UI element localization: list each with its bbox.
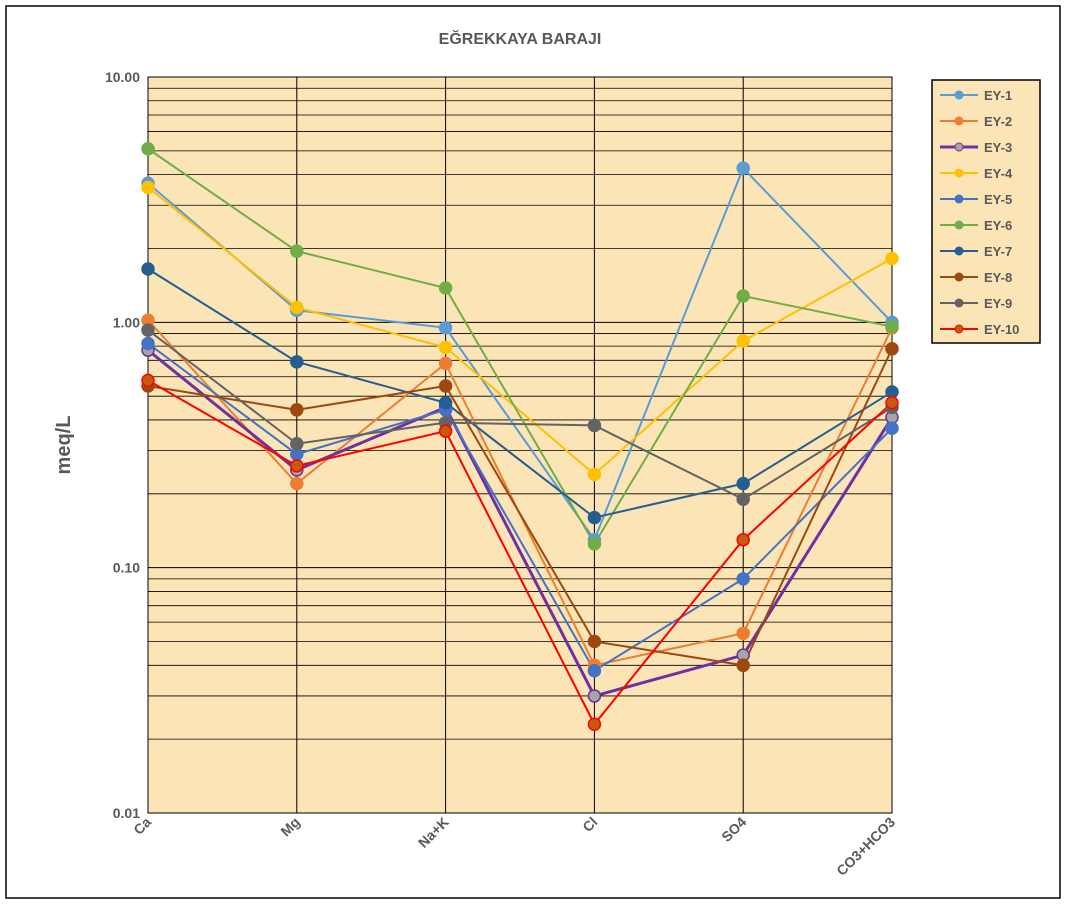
- data-point: [141, 141, 155, 156]
- data-point: [885, 319, 899, 334]
- data-point: [885, 421, 899, 436]
- data-point: [736, 626, 750, 641]
- data-point: [587, 537, 602, 551]
- series-line: [147, 186, 893, 476]
- data-point: [587, 418, 602, 433]
- series-line: [147, 147, 893, 546]
- data-point: [587, 467, 602, 482]
- legend-label: EY-1: [984, 88, 1012, 103]
- data-point: [438, 281, 453, 295]
- y-tick-label: 10.00: [105, 69, 140, 85]
- data-point: [141, 262, 155, 276]
- data-point: [290, 300, 304, 315]
- y-tick-label: 0.01: [113, 805, 140, 821]
- legend-marker: [954, 246, 964, 256]
- legend-marker: [954, 142, 964, 152]
- plot-border: [147, 76, 893, 814]
- data-point: [290, 355, 304, 369]
- legend-label: EY-6: [984, 218, 1012, 233]
- legend-label: EY-7: [984, 244, 1012, 259]
- data-point: [290, 476, 304, 491]
- chart-title: EĞREKKAYA BARAJI: [439, 29, 602, 48]
- data-point: [141, 180, 155, 195]
- data-point: [438, 321, 453, 335]
- legend-label: EY-9: [984, 296, 1012, 311]
- legend-marker: [954, 220, 964, 230]
- data-point: [141, 336, 155, 351]
- data-point: [290, 459, 304, 473]
- series-line: [147, 166, 893, 542]
- legend-marker: [954, 298, 964, 308]
- data-point: [736, 572, 750, 586]
- data-point: [141, 323, 155, 337]
- data-point: [736, 658, 750, 673]
- data-point: [736, 532, 750, 547]
- data-point: [438, 424, 453, 438]
- data-point: [438, 340, 453, 355]
- y-tick-label: 0.10: [113, 560, 140, 576]
- series-line: [147, 349, 894, 698]
- legend-label: EY-2: [984, 114, 1012, 129]
- series-line: [147, 379, 893, 727]
- legend-marker: [954, 194, 964, 204]
- data-point: [290, 436, 304, 451]
- data-point: [438, 356, 453, 371]
- data-point: [587, 717, 602, 732]
- legend-box: [931, 79, 1041, 344]
- data-point: [587, 664, 602, 678]
- legend-marker: [954, 116, 964, 126]
- y-axis-label: meq/L: [53, 416, 75, 475]
- legend-marker: [954, 324, 964, 334]
- legend-marker: [954, 168, 964, 178]
- legend-label: EY-3: [984, 140, 1012, 155]
- plot-area: [148, 77, 892, 813]
- y-tick-label: 1.00: [113, 314, 140, 330]
- data-point: [438, 396, 453, 410]
- series-line: [147, 329, 893, 501]
- legend-label: EY-4: [984, 166, 1013, 181]
- data-point: [885, 342, 899, 356]
- series-line: [147, 268, 893, 519]
- series-line: [147, 342, 893, 673]
- legend-label: EY-8: [984, 270, 1012, 285]
- data-point: [587, 510, 602, 525]
- legend-marker: [954, 272, 964, 282]
- data-point: [736, 334, 750, 348]
- data-point: [141, 373, 155, 388]
- series-line: [147, 348, 893, 667]
- data-point: [438, 379, 453, 393]
- data-point: [736, 289, 750, 303]
- data-point: [587, 634, 602, 649]
- data-point: [736, 492, 750, 507]
- data-point: [587, 689, 602, 703]
- legend-marker: [954, 90, 964, 100]
- data-point: [290, 244, 304, 258]
- data-point: [885, 251, 899, 266]
- data-point: [290, 403, 304, 417]
- legend-label: EY-10: [984, 322, 1019, 337]
- data-point: [736, 161, 750, 175]
- legend-label: EY-5: [984, 192, 1012, 207]
- data-point: [885, 396, 899, 410]
- data-point: [736, 476, 750, 491]
